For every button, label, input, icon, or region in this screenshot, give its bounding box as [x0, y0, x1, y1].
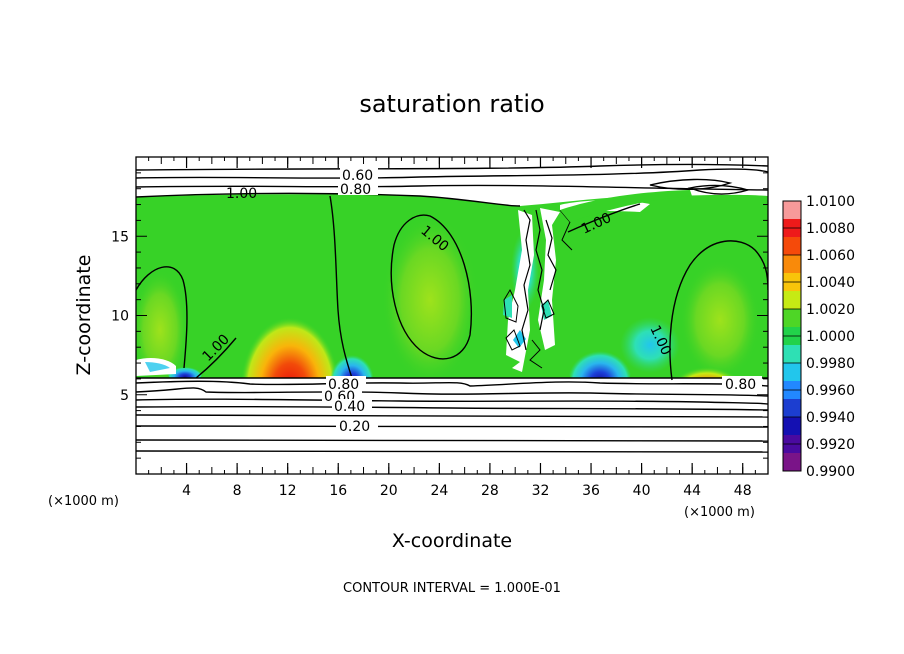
y-tick-label: 5	[120, 388, 129, 404]
x-tick-label: 40	[633, 483, 651, 499]
lower-left-cyan	[145, 362, 170, 372]
contour-label: 0.80	[725, 377, 756, 393]
colorbar-swatch	[783, 255, 801, 274]
colorbar-label: 1.0080	[806, 221, 855, 237]
contour-1.00-right-lobe	[669, 240, 768, 381]
contour-lower-0.10	[136, 439, 768, 442]
x-tick-label: 24	[430, 483, 448, 499]
warm-anomaly-right	[680, 260, 760, 380]
colorbar-swatch	[783, 453, 801, 472]
colorbar-label: 1.0020	[806, 302, 855, 318]
x-tick-label: 36	[582, 483, 600, 499]
colorbar-label: 1.0100	[806, 194, 855, 210]
contour-upper-loop-2	[687, 184, 751, 195]
chart-title: saturation ratio	[359, 90, 544, 118]
contour-lower-0.05	[136, 450, 768, 453]
contour-lower-0.30	[136, 414, 768, 418]
contour-upper-0.40	[136, 163, 768, 171]
contour-interval-note: CONTOUR INTERVAL = 1.000E-01	[343, 581, 561, 596]
x-unit-right: (×1000 m)	[684, 505, 755, 520]
y-axis-label: Z-coordinate	[73, 255, 95, 376]
colorbar-label: 1.0040	[806, 275, 855, 291]
contour-label: 0.60	[342, 168, 373, 184]
colorbar-swatch	[783, 417, 801, 436]
colorbar-label: 0.9960	[806, 383, 855, 399]
contour-1.00-left-lobe	[136, 266, 188, 369]
contour-label: 0.80	[340, 182, 371, 198]
colorbar-swatch	[783, 309, 801, 328]
contour-1.00-center-ellipse	[390, 214, 473, 360]
cyan-patch-40km	[620, 317, 680, 373]
colorbar-swatch	[783, 201, 801, 220]
x-tick-label: 8	[233, 483, 242, 499]
contour-lines	[136, 163, 768, 453]
x-axis-label: X-coordinate	[392, 530, 512, 552]
x-tick-label: 4	[182, 483, 191, 499]
x-unit-left: (×1000 m)	[48, 494, 119, 509]
contour-1.00-left-6km	[195, 337, 237, 379]
colorbar-swatch	[783, 399, 801, 418]
contour-lower-0.80	[136, 380, 768, 387]
contour-lower-0.60	[136, 387, 768, 397]
upper-moist-tongue	[560, 190, 692, 222]
contour-label: 0.20	[339, 419, 370, 435]
contour-1.00-left-12km	[329, 195, 353, 379]
x-tick-label: 48	[734, 483, 752, 499]
colorbar-label: 1.0000	[806, 329, 855, 345]
colorbar-label: 0.9940	[806, 410, 855, 426]
y-tick-label: 15	[111, 229, 129, 245]
colorbar-swatch	[783, 237, 801, 256]
colorbar-label: 0.9920	[806, 437, 855, 453]
contour-1.00-upper-right	[567, 203, 641, 233]
warm-anomaly-center	[382, 215, 478, 385]
x-tick-label: 32	[532, 483, 550, 499]
contour-lower-0.40	[136, 405, 768, 411]
y-axis-ticks: 5 10 15	[111, 172, 768, 459]
colorbar-swatch	[783, 363, 801, 382]
colorbar-label: 0.9900	[806, 464, 855, 480]
contour-lower-0.50	[136, 398, 768, 405]
x-tick-label: 20	[380, 483, 398, 499]
x-axis-ticks: 4 8 12 16 20 24 28 32 36 40 44 48	[148, 157, 756, 499]
contour-1.00-upper	[136, 192, 521, 207]
plot-area: 0.60 0.80 1.00 1.00 1.00 1.00 1.00 0.80 …	[136, 157, 768, 474]
x-tick-label: 16	[329, 483, 347, 499]
x-tick-label: 44	[683, 483, 701, 499]
x-tick-label: 28	[481, 483, 499, 499]
contour-label: 0.40	[334, 399, 365, 415]
x-tick-label: 12	[279, 483, 297, 499]
y-tick-label: 10	[111, 309, 129, 325]
contour-upper-0.60	[136, 168, 768, 179]
colorbar-swatch	[783, 345, 801, 364]
colorbar-swatch	[783, 291, 801, 310]
colorbar-label: 0.9980	[806, 356, 855, 372]
contour-lower-0.20	[136, 425, 768, 428]
contour-upper-0.80	[136, 184, 768, 191]
colorbar: 1.0100 1.0080 1.0060 1.0040 1.0020 1.0000 0.99…	[782, 194, 855, 480]
turbulent-column	[503, 208, 573, 372]
contour-label: 1.00	[226, 186, 257, 202]
colorbar-label: 1.0060	[806, 248, 855, 264]
contour-upper-loop	[649, 178, 733, 191]
